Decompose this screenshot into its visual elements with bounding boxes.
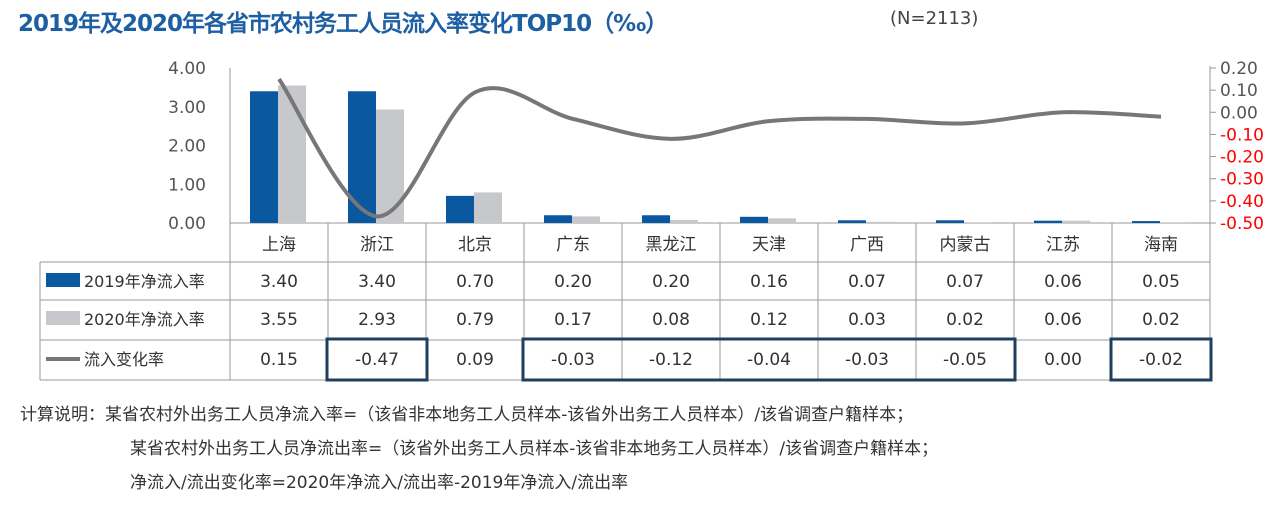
table-cell: 3.40 bbox=[260, 272, 298, 292]
bar-2019 bbox=[348, 91, 376, 223]
right-tick-label: -0.50 bbox=[1220, 214, 1264, 234]
category-label: 广东 bbox=[556, 235, 590, 255]
sample-size: (N=2113) bbox=[890, 8, 979, 29]
note-2: 某省农村外出务工人员净流出率=（该省外出务工人员样本-该省非本地务工人员样本）/… bbox=[130, 439, 939, 459]
chart-title: 2019年及2020年各省市农村务工人员流入率变化TOP10（‰） bbox=[18, 11, 668, 37]
table-cell: 0.79 bbox=[456, 310, 494, 330]
bar-2020 bbox=[768, 218, 796, 223]
left-tick-label: 3.00 bbox=[168, 98, 206, 118]
notes: 计算说明：某省农村外出务工人员净流入率=（该省非本地务工人员样本-该省外出务工人… bbox=[20, 398, 938, 500]
category-label: 黑龙江 bbox=[646, 235, 697, 255]
legend-swatch bbox=[46, 273, 80, 287]
category-label: 江苏 bbox=[1046, 235, 1080, 255]
bar-2020 bbox=[474, 192, 502, 223]
bar-2019 bbox=[1132, 221, 1160, 223]
table-cell: -0.02 bbox=[1139, 350, 1183, 370]
table-cell: 0.17 bbox=[554, 310, 592, 330]
table-cell: 0.02 bbox=[946, 310, 984, 330]
right-tick-label: 0.10 bbox=[1220, 81, 1258, 101]
highlight-box bbox=[1109, 337, 1213, 382]
right-tick-label: -0.30 bbox=[1220, 170, 1264, 190]
table-cell: -0.05 bbox=[943, 350, 987, 370]
table-cell: 0.20 bbox=[554, 272, 592, 292]
bar-2019 bbox=[936, 220, 964, 223]
bar-2020 bbox=[572, 216, 600, 223]
right-tick-label: 0.20 bbox=[1220, 59, 1258, 79]
table-cell: 2.93 bbox=[358, 310, 396, 330]
bar-2019 bbox=[250, 91, 278, 223]
change-rate-line bbox=[277, 77, 1162, 219]
table-cell: 0.15 bbox=[260, 350, 298, 370]
bar-2020 bbox=[1062, 220, 1090, 223]
category-label: 浙江 bbox=[360, 235, 394, 255]
table-cell: 0.70 bbox=[456, 272, 494, 292]
bar-2019 bbox=[838, 220, 866, 223]
category-label: 北京 bbox=[458, 235, 492, 255]
highlight-box bbox=[325, 337, 429, 382]
table-cell: 0.02 bbox=[1142, 310, 1180, 330]
right-tick-label: -0.10 bbox=[1220, 125, 1264, 145]
legend-label: 2020年净流入率 bbox=[84, 310, 205, 329]
table-cell: 0.05 bbox=[1142, 272, 1180, 292]
category-label: 天津 bbox=[752, 235, 786, 255]
bar-2020 bbox=[670, 219, 698, 223]
highlight-box bbox=[521, 337, 1017, 382]
bar-2020 bbox=[866, 221, 894, 223]
legend-label: 2019年净流入率 bbox=[84, 272, 205, 291]
legend-label: 流入变化率 bbox=[84, 350, 164, 369]
note-1: 计算说明：某省农村外出务工人员净流入率=（该省非本地务工人员样本-该省外出务工人… bbox=[20, 405, 914, 425]
left-tick-label: 4.00 bbox=[168, 59, 206, 79]
left-tick-label: 1.00 bbox=[168, 175, 206, 195]
category-label: 上海 bbox=[262, 235, 296, 255]
table-cell: 0.20 bbox=[652, 272, 690, 292]
table-cell: 0.16 bbox=[750, 272, 788, 292]
table-cell: 0.00 bbox=[1044, 350, 1082, 370]
bar-2020 bbox=[376, 109, 404, 223]
table-cell: -0.03 bbox=[845, 350, 889, 370]
left-tick-label: 2.00 bbox=[168, 137, 206, 157]
right-tick-label: -0.20 bbox=[1220, 148, 1264, 168]
table-cell: 3.55 bbox=[260, 310, 298, 330]
table-cell: 0.09 bbox=[456, 350, 494, 370]
bar-2019 bbox=[544, 215, 572, 223]
table-cell: 0.07 bbox=[946, 272, 984, 292]
table-cell: 0.08 bbox=[652, 310, 690, 330]
category-label: 内蒙古 bbox=[940, 235, 991, 255]
table-cell: -0.47 bbox=[355, 350, 399, 370]
right-tick-label: 0.00 bbox=[1220, 103, 1258, 123]
chart: 4.003.002.001.000.000.200.100.00-0.10-0.… bbox=[39, 59, 1264, 382]
bar-2020 bbox=[964, 222, 992, 223]
note-3: 净流入/流出变化率=2020年净流入/流出率-2019年净流入/流出率 bbox=[130, 473, 629, 493]
table-cell: 0.12 bbox=[750, 310, 788, 330]
bar-2020 bbox=[1160, 222, 1188, 223]
left-tick-label: 0.00 bbox=[168, 214, 206, 234]
bar-2019 bbox=[642, 215, 670, 223]
table-cell: 0.06 bbox=[1044, 310, 1082, 330]
table-cell: 0.07 bbox=[848, 272, 886, 292]
table-cell: 3.40 bbox=[358, 272, 396, 292]
bar-2019 bbox=[740, 216, 768, 223]
bar-2019 bbox=[1034, 220, 1062, 223]
bar-2019 bbox=[446, 195, 474, 223]
category-label: 海南 bbox=[1144, 235, 1178, 255]
table-cell: 0.03 bbox=[848, 310, 886, 330]
table-cell: 0.06 bbox=[1044, 272, 1082, 292]
category-label: 广西 bbox=[850, 235, 884, 255]
table-cell: -0.04 bbox=[747, 350, 791, 370]
bar-2020 bbox=[278, 85, 306, 223]
table-cell: -0.03 bbox=[551, 350, 595, 370]
table-cell: -0.12 bbox=[649, 350, 693, 370]
right-tick-label: -0.40 bbox=[1220, 192, 1264, 212]
legend-swatch bbox=[46, 311, 80, 325]
